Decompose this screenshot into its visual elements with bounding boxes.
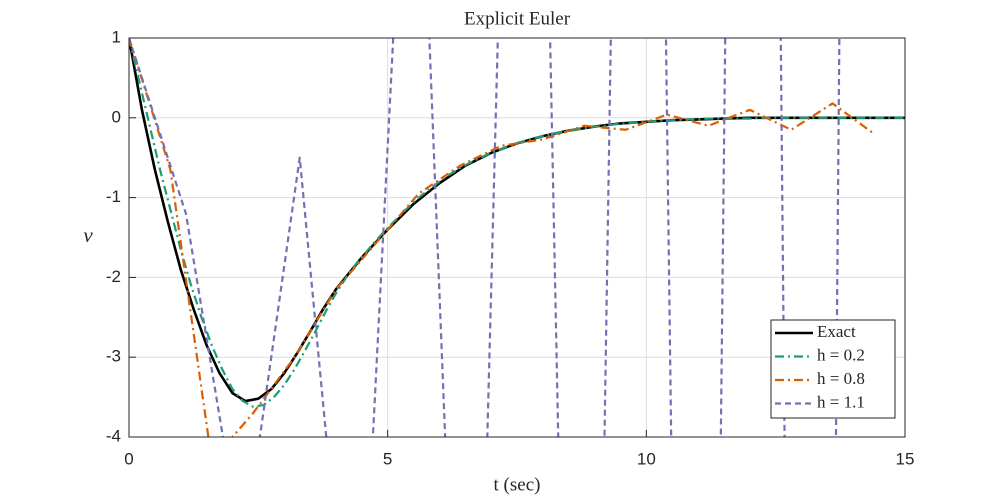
axes-box (128, 37, 906, 438)
x-axis-label: t (sec) (494, 474, 541, 495)
y-tick-label: -1 (106, 187, 121, 206)
series-line (129, 38, 905, 403)
x-tick-label: 10 (637, 449, 656, 468)
legend-label: h = 0.2 (817, 345, 865, 364)
y-tick-label: 0 (112, 107, 121, 126)
chart-title: Explicit Euler (464, 8, 571, 29)
legend-box (770, 319, 896, 419)
legend-label: Exact (817, 322, 856, 341)
y-tick-label: -3 (106, 347, 121, 366)
x-tick-label: 15 (896, 449, 915, 468)
series-line (129, 38, 875, 437)
y-tick-label: 1 (112, 27, 121, 46)
y-tick-label: -2 (106, 267, 121, 286)
legend-label: h = 0.8 (817, 369, 865, 388)
legend-label: h = 1.1 (817, 392, 865, 411)
y-tick-label: -4 (106, 426, 121, 445)
x-tick-label: 5 (383, 449, 392, 468)
x-tick-label: 0 (124, 449, 133, 468)
y-axis-label: v (83, 223, 93, 247)
